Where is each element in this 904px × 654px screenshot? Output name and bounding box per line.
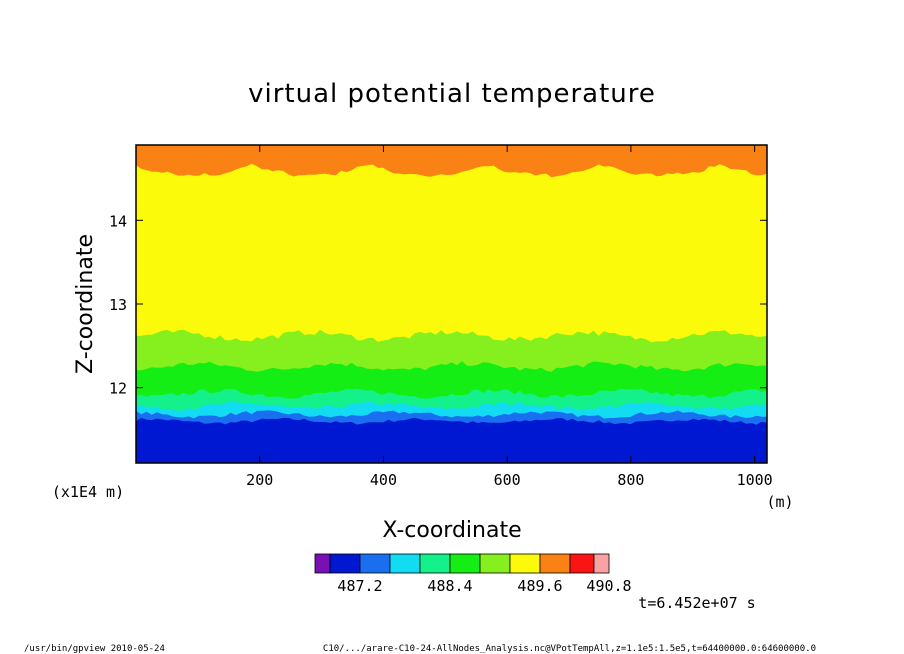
colorbar-tick-label: 490.8 xyxy=(586,577,631,595)
colorbar-swatch xyxy=(389,553,421,574)
footer-left: /usr/bin/gpview 2010-05-24 xyxy=(24,644,165,654)
footer-right: C10/.../arare-C10-24-AllNodes_Analysis.n… xyxy=(323,644,816,654)
x-axis-label: X-coordinate xyxy=(382,518,521,543)
colorbar-swatch xyxy=(593,553,610,574)
y-axis: 12 13 14 xyxy=(109,212,767,398)
colorbar-swatch xyxy=(329,553,361,574)
plot-area xyxy=(136,145,767,463)
chart-title: virtual potential temperature xyxy=(248,79,656,109)
colorbar-tick-label: 487.2 xyxy=(337,577,382,595)
colorbar: 487.2 488.4 489.6 490.8 xyxy=(314,553,632,595)
y-tick-label: 14 xyxy=(109,212,127,230)
y-axis-unit: (x1E4 m) xyxy=(52,483,124,501)
y-axis-label: Z-coordinate xyxy=(73,234,98,374)
colorbar-swatch xyxy=(479,553,511,574)
x-tick-label: 600 xyxy=(494,471,521,489)
x-tick-label: 400 xyxy=(370,471,397,489)
time-label: t=6.452e+07 s xyxy=(638,594,755,612)
x-tick-label: 1000 xyxy=(737,471,773,489)
x-axis-unit: (m) xyxy=(766,493,793,511)
colorbar-swatch xyxy=(569,553,595,574)
colorbar-swatch xyxy=(419,553,451,574)
x-tick-label: 800 xyxy=(617,471,644,489)
colorbar-tick-label: 488.4 xyxy=(427,577,472,595)
colorbar-swatch xyxy=(359,553,391,574)
colorbar-swatch xyxy=(539,553,571,574)
level-band-7 xyxy=(136,145,767,343)
colorbar-tick-label: 489.6 xyxy=(517,577,562,595)
y-tick-label: 12 xyxy=(109,380,127,398)
x-axis: 200 400 600 800 1000 xyxy=(246,145,773,489)
colorbar-swatch xyxy=(314,553,331,574)
level-band-8 xyxy=(136,145,767,178)
colorbar-swatch xyxy=(449,553,481,574)
y-tick-label: 13 xyxy=(109,296,127,314)
colorbar-swatch xyxy=(509,553,541,574)
x-tick-label: 200 xyxy=(246,471,273,489)
